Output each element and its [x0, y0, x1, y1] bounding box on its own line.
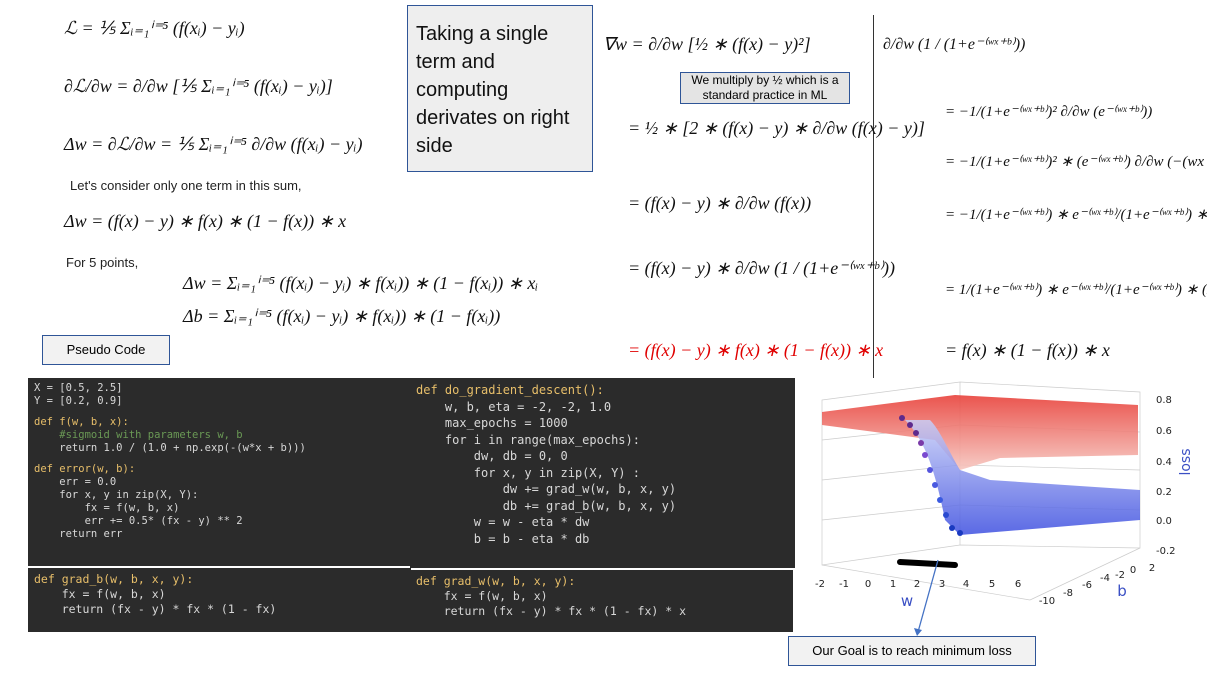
formula: = −1/(1+e⁻⁽ʷˣ⁺ᵇ⁾) ∗ e⁻⁽ʷˣ⁺ᵇ⁾/(1+e⁻⁽ʷˣ⁺ᵇ⁾… [945, 207, 1207, 223]
code-line: return (fx - y) * fx * (1 - fx) [34, 602, 277, 616]
formula: Δw = (f(x) − y) ∗ f(x) ∗ (1 − f(x)) ∗ x [64, 211, 347, 231]
code-group: X = [0.5, 2.5] Y = [0.2, 0.9] [34, 382, 405, 408]
y-tick-label: 2 [1149, 563, 1155, 574]
callout: Pseudo Code [42, 335, 170, 365]
code-line: for x, y in zip(X, Y) : [416, 465, 640, 480]
code-block: def do_gradient_descent(): w, b, eta = -… [410, 378, 795, 568]
formula: ∂/∂w (1 / (1+e⁻⁽ʷˣ⁺ᵇ⁾)) [883, 36, 1026, 53]
code-line: fx = f(w, b, x) [416, 589, 548, 603]
x-tick-label: 3 [939, 579, 945, 590]
z-tick-label: -0.2 [1156, 546, 1176, 557]
code-line: def error(w, b): [34, 463, 136, 475]
code-line: w, b, eta = -2, -2, 1.0 [416, 399, 612, 414]
x-tick-label: 1 [890, 579, 896, 590]
formula: = −1/(1+e⁻⁽ʷˣ⁺ᵇ⁾)² ∗ (e⁻⁽ʷˣ⁺ᵇ⁾) ∂/∂w (−(… [945, 154, 1207, 170]
code-group: def grad_b(w, b, x, y): fx = f(w, b, x) … [34, 572, 405, 617]
code-group: def do_gradient_descent(): w, b, eta = -… [416, 382, 789, 547]
z-tick-label: 0.8 [1156, 395, 1172, 406]
y-tick-label: -6 [1082, 580, 1092, 591]
code-line: db += grad_b(w, b, x, y) [416, 498, 677, 513]
text: Let's consider only one term in this sum… [70, 178, 302, 193]
projection [897, 559, 958, 568]
code-line: fx = f(w, b, x) [34, 502, 180, 514]
code-line: for x, y in zip(X, Y): [34, 489, 199, 501]
formula: = ½ ∗ [2 ∗ (f(x) − y) ∗ ∂/∂w (f(x) − y)] [628, 118, 925, 138]
z-tick-label: 0.0 [1156, 516, 1172, 527]
divider [873, 15, 874, 378]
z-axis-label: loss [1178, 448, 1194, 475]
code-line: X = [0.5, 2.5] [34, 382, 123, 394]
code-block: def grad_b(w, b, x, y): fx = f(w, b, x) … [28, 568, 411, 632]
code-group: def f(w, b, x): #sigmoid with parameters… [34, 416, 405, 455]
code-line: return (fx - y) * fx * (1 - fx) * x [416, 604, 687, 618]
code-line: Y = [0.2, 0.9] [34, 395, 123, 407]
formula: = (f(x) − y) ∗ ∂/∂w (f(x)) [628, 193, 812, 213]
callout: Our Goal is to reach minimum loss [788, 636, 1036, 666]
formula: = −1/(1+e⁻⁽ʷˣ⁺ᵇ⁾)² ∂/∂w (e⁻⁽ʷˣ⁺ᵇ⁾)) [945, 104, 1153, 120]
formula: = f(x) ∗ (1 − f(x)) ∗ x [945, 340, 1110, 360]
arrow-head [914, 628, 922, 636]
formula: Δb = Σᵢ₌₁ⁱ⁼⁵ (f(xᵢ) − yᵢ) ∗ f(xᵢ)) ∗ (1 … [183, 306, 501, 326]
code-line: def grad_b(w, b, x, y): [34, 572, 194, 586]
z-tick-label: 0.6 [1156, 426, 1172, 437]
surface-high [822, 395, 1138, 470]
arrow [917, 559, 939, 633]
code-line: err = 0.0 [34, 476, 117, 488]
code-line: dw += grad_w(w, b, x, y) [416, 482, 677, 496]
x-tick-label: 0 [865, 579, 871, 590]
text: For 5 points, [66, 255, 139, 270]
y-axis-label: b [1117, 582, 1127, 600]
formula: = 1/(1+e⁻⁽ʷˣ⁺ᵇ⁾) ∗ e⁻⁽ʷˣ⁺ᵇ⁾/(1+e⁻⁽ʷˣ⁺ᵇ⁾)… [945, 282, 1207, 298]
x-tick-label: 2 [914, 579, 920, 590]
x-tick-label: 6 [1015, 579, 1021, 590]
code-line: def do_gradient_descent(): [416, 383, 604, 397]
code-group: def grad_w(w, b, x, y): fx = f(w, b, x) … [416, 574, 787, 619]
code-line: dw, db = 0, 0 [416, 449, 568, 463]
z-tick-label: 0.2 [1156, 487, 1172, 498]
code-line: #sigmoid with parameters w, b [34, 429, 243, 441]
code-line: for i in range(max_epochs): [416, 432, 640, 447]
z-tick-label: 0.4 [1156, 457, 1172, 468]
y-tick-label: -2 [1115, 570, 1125, 581]
surface-low [905, 420, 1140, 535]
formula: ∇w = ∂/∂w [½ ∗ (f(x) − y)²] [603, 34, 811, 54]
code-line: return err [34, 528, 123, 540]
formula: Δw = Σᵢ₌₁ⁱ⁼⁵ (f(xᵢ) − yᵢ) ∗ f(xᵢ)) ∗ (1 … [183, 273, 539, 293]
y-tick-label: 0 [1130, 565, 1136, 576]
x-tick-label: 5 [989, 579, 995, 590]
formula: = (f(x) − y) ∗ ∂/∂w (1 / (1+e⁻⁽ʷˣ⁺ᵇ⁾)) [628, 258, 896, 278]
x-tick-label: -1 [839, 579, 849, 590]
code-block: X = [0.5, 2.5] Y = [0.2, 0.9] def f(w, b, … [28, 378, 411, 566]
code-group: def error(w, b): err = 0.0 for x, y in z… [34, 463, 405, 541]
callout: We multiply by ½ which is a standard pra… [680, 72, 850, 104]
formula: ℒ = ⅕ Σᵢ₌₁ⁱ⁼⁵ (f(xᵢ) − yᵢ) [64, 18, 245, 38]
loss-surface-plot: 0.80.60.40.20.0-0.2-2 -1 0 1 2 3 4 5 6-10-8-6-4-… [815, 381, 1194, 636]
code-line: def f(w, b, x): [34, 416, 129, 428]
code-line: err += 0.5* (fx - y) ** 2 [34, 515, 243, 527]
code-block: def grad_w(w, b, x, y): fx = f(w, b, x) … [410, 570, 793, 632]
code-line: max_epochs = 1000 [416, 416, 568, 430]
formula: Δw = ∂ℒ/∂w = ⅕ Σᵢ₌₁ⁱ⁼⁵ ∂/∂w (f(xᵢ) − yᵢ) [64, 134, 363, 154]
x-axis-label: w [901, 592, 913, 610]
code-line: return 1.0 / (1.0 + np.exp(-(w*x + b))) [34, 442, 306, 454]
code-line: def grad_w(w, b, x, y): [416, 574, 576, 588]
formula: ∂ℒ/∂w = ∂/∂w [⅕ Σᵢ₌₁ⁱ⁼⁵ (f(xᵢ) − yᵢ)] [64, 76, 333, 96]
code-line: fx = f(w, b, x) [34, 587, 166, 601]
y-tick-label: -10 [1039, 596, 1055, 607]
formula: = (f(x) − y) ∗ f(x) ∗ (1 − f(x)) ∗ x [628, 340, 884, 360]
x-tick-label: 4 [963, 579, 969, 590]
descent-path [899, 415, 963, 536]
callout: Taking a single term and computing deriv… [407, 5, 593, 172]
y-tick-label: -8 [1063, 588, 1073, 599]
x-tick-label: -2 [815, 579, 825, 590]
y-tick-label: -4 [1100, 573, 1110, 584]
code-line: b = b - eta * db [416, 531, 590, 546]
code-line: w = w - eta * dw [416, 515, 590, 529]
